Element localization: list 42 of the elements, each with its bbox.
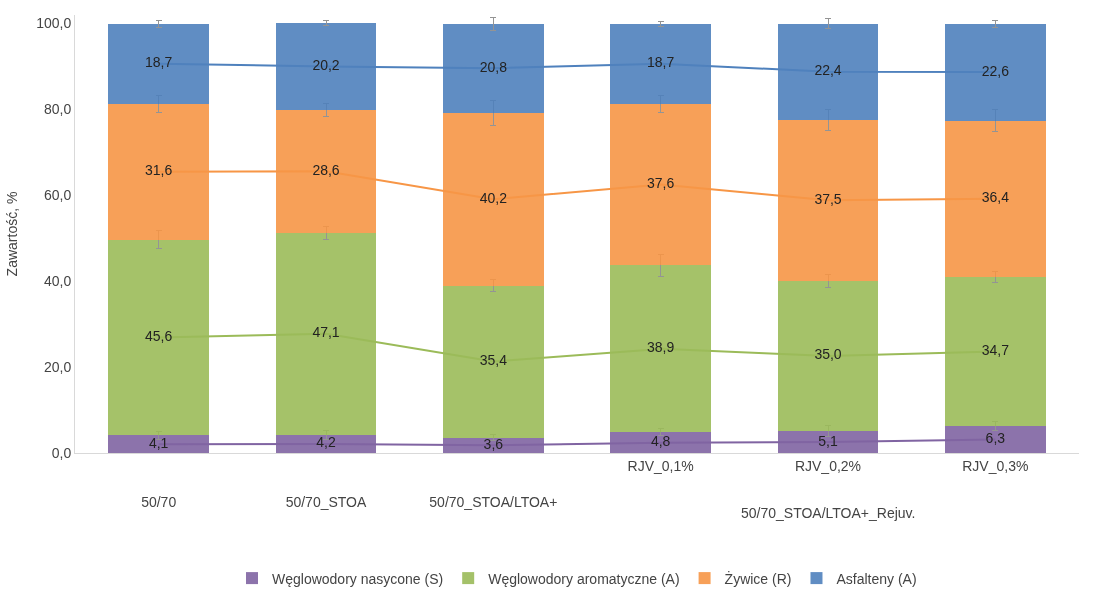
data-label: 4,2 [316,434,336,451]
data-label: 20,8 [479,58,508,75]
x-tick-label: 50/70 [141,494,177,511]
data-label: 34,7 [981,341,1010,358]
data-label: 36,4 [981,189,1010,206]
data-label: 20,2 [312,57,340,74]
x-tick-label: RJV_0,2% [794,457,862,474]
data-label: 18,7 [647,54,675,71]
data-label: 35,4 [479,352,508,369]
y-tick-label: 40,0 [43,273,72,290]
x-tick-label: RJV_0,3% [962,457,1029,474]
data-label: 40,2 [479,189,508,206]
data-label: 18,7 [145,54,173,71]
data-label: 37,5 [814,190,842,207]
data-label: 38,9 [647,339,675,356]
data-label: 47,1 [312,324,340,341]
x-tick-label: 50/70_STOA [285,494,367,511]
y-tick-label: 80,0 [43,101,72,118]
y-tick-label: 60,0 [43,187,72,204]
data-label: 35,0 [814,346,842,363]
data-label: 28,6 [312,161,340,178]
text: 50/70_STOA/LTOA+_Rejuv. [741,505,916,521]
data-label: 5,1 [818,432,838,449]
data-label: 22,6 [981,62,1010,79]
data-label: 45,6 [145,327,173,344]
y-tick-label: 20,0 [43,359,72,376]
data-label: 4,8 [650,433,671,450]
x-tick-label: 50/70_STOA/LTOA+ [429,494,558,511]
legend-label: Węglowodory nasycone (S) [272,570,444,587]
legend-label: Asfalteny (A) [836,570,917,587]
data-label: 3,6 [483,435,504,452]
data-label: 22,4 [814,62,842,79]
legend-label: Żywice (R) [724,569,792,587]
y-tick-label: 100,0 [36,15,72,32]
data-label: 31,6 [145,162,173,179]
y-axis-title: Zawartość, % [3,191,20,277]
data-label: 37,6 [647,175,675,192]
data-label: 6,3 [985,429,1006,446]
data-label: 4,1 [148,434,169,451]
legend-label: Węglowodory aromatyczne (A) [488,570,680,587]
y-tick-label: 0,0 [51,444,72,461]
x-tick-label: RJV_0,1% [627,457,694,474]
